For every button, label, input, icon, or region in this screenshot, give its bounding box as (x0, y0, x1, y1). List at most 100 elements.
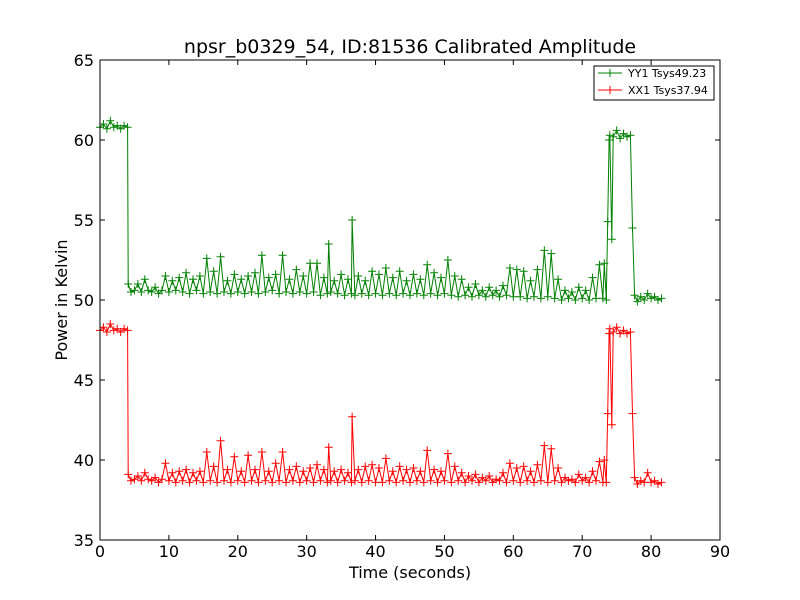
data-point (395, 267, 404, 276)
data-point (505, 264, 514, 272)
data-point (254, 289, 263, 298)
data-point (381, 264, 390, 272)
x-tick-label: 0 (95, 542, 105, 561)
data-point (647, 294, 656, 303)
data-point (282, 288, 290, 296)
x-axis-label: Time (seconds) (348, 563, 471, 582)
data-point (140, 275, 149, 284)
data-point (323, 478, 332, 487)
data-point (158, 475, 166, 484)
data-point (348, 216, 357, 224)
data-point (464, 472, 473, 480)
data-point (461, 291, 470, 300)
data-point (123, 123, 132, 132)
data-point (540, 441, 549, 450)
data-point (557, 478, 566, 487)
data-point (616, 134, 625, 143)
data-point (468, 476, 476, 485)
data-point (151, 473, 160, 482)
data-point (523, 476, 532, 485)
data-point (137, 476, 146, 485)
data-point (278, 251, 287, 260)
data-point (324, 240, 333, 248)
y-axis-label: Power in Kelvin (52, 239, 71, 360)
data-point (564, 476, 573, 485)
data-point (647, 478, 656, 487)
data-point (478, 473, 487, 482)
y-tick-label: 45 (74, 371, 94, 390)
data-point (381, 454, 390, 463)
data-point (485, 472, 494, 480)
data-point (230, 452, 239, 461)
data-point (333, 289, 342, 298)
series-line (99, 119, 662, 303)
x-tick-label: 60 (503, 542, 523, 561)
data-point (233, 288, 242, 296)
data-point (254, 478, 263, 487)
data-point (399, 289, 408, 298)
data-point (468, 292, 476, 301)
data-point (564, 294, 573, 303)
data-point (492, 286, 501, 295)
data-point (440, 289, 449, 298)
data-point (495, 292, 504, 301)
data-point (292, 462, 301, 471)
data-point (430, 465, 439, 474)
data-point (657, 478, 666, 487)
data-point (357, 478, 366, 487)
data-point (630, 473, 639, 482)
data-point (182, 268, 191, 277)
data-point (519, 462, 528, 471)
data-point (402, 465, 411, 474)
data-point (154, 289, 163, 298)
data-point (337, 270, 346, 279)
data-point (557, 296, 566, 304)
data-point (547, 249, 556, 258)
data-point (478, 286, 487, 295)
data-point (443, 256, 452, 264)
data-point (561, 473, 569, 482)
data-point (395, 462, 404, 471)
data-point (643, 289, 652, 298)
data-point (295, 288, 304, 296)
data-point (133, 280, 142, 288)
data-point (581, 286, 590, 295)
data-point (547, 444, 556, 453)
data-point (605, 136, 614, 144)
data-point (574, 470, 583, 479)
data-point (350, 291, 359, 300)
data-point (626, 328, 635, 336)
data-point (505, 459, 514, 468)
data-point (426, 476, 435, 485)
data-point (419, 291, 428, 300)
data-point (430, 268, 439, 277)
data-point (161, 459, 170, 468)
data-point (437, 467, 445, 476)
data-point (240, 289, 249, 298)
data-point (426, 289, 435, 298)
data-point (261, 476, 270, 485)
data-point (471, 280, 480, 288)
data-point (154, 478, 163, 487)
data-point (130, 286, 139, 295)
data-point (195, 467, 204, 476)
data-point (392, 291, 401, 300)
data-point (585, 296, 594, 304)
data-point (285, 275, 294, 284)
data-point (189, 468, 197, 477)
data-point (526, 467, 535, 476)
data-point (192, 476, 201, 485)
data-point (306, 464, 315, 472)
data-point (603, 409, 612, 418)
data-point (364, 476, 373, 485)
data-point (567, 288, 576, 296)
data-point (433, 291, 442, 300)
data-point (354, 272, 363, 280)
data-point (474, 478, 483, 487)
data-point (612, 323, 621, 332)
series-yy1 (96, 116, 666, 306)
legend-label-xx1: XX1 Tsys37.94 (628, 84, 708, 97)
data-point (416, 467, 425, 476)
data-point (630, 291, 639, 300)
